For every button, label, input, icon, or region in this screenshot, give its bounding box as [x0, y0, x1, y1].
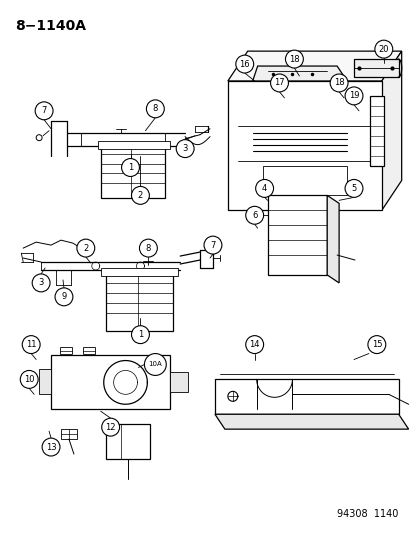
Text: 6: 6 — [252, 211, 257, 220]
Text: 5: 5 — [351, 184, 356, 193]
Bar — [245, 211, 253, 219]
Text: 18: 18 — [288, 54, 299, 63]
Circle shape — [55, 288, 73, 306]
Bar — [353, 59, 398, 77]
Text: 19: 19 — [348, 91, 358, 100]
Text: 13: 13 — [45, 442, 56, 451]
Text: 1: 1 — [128, 163, 133, 172]
Circle shape — [146, 100, 164, 118]
Circle shape — [245, 206, 263, 224]
Circle shape — [35, 102, 53, 120]
Circle shape — [270, 74, 288, 92]
Circle shape — [22, 336, 40, 353]
Bar — [369, 96, 383, 166]
Polygon shape — [267, 196, 326, 275]
Text: 8−1140A: 8−1140A — [15, 19, 86, 33]
Text: 8: 8 — [145, 244, 151, 253]
Circle shape — [176, 140, 194, 158]
Polygon shape — [227, 51, 401, 81]
Circle shape — [344, 87, 362, 105]
Polygon shape — [381, 51, 401, 211]
Text: 10: 10 — [24, 375, 34, 384]
Text: 14: 14 — [249, 340, 259, 349]
Circle shape — [121, 158, 139, 176]
Polygon shape — [227, 81, 381, 211]
Polygon shape — [214, 379, 398, 414]
Text: 94308  1140: 94308 1140 — [337, 508, 398, 519]
Circle shape — [32, 274, 50, 292]
Polygon shape — [326, 196, 338, 283]
Text: 2: 2 — [83, 244, 88, 253]
Circle shape — [139, 239, 157, 257]
Text: 12: 12 — [105, 423, 116, 432]
Circle shape — [204, 236, 221, 254]
Circle shape — [330, 74, 347, 92]
Text: 7: 7 — [210, 240, 215, 249]
Text: 4: 4 — [261, 184, 266, 193]
Circle shape — [77, 239, 95, 257]
Bar — [83, 346, 95, 353]
Bar — [100, 144, 165, 198]
Circle shape — [131, 326, 149, 344]
Circle shape — [131, 187, 149, 204]
Polygon shape — [51, 354, 170, 409]
Polygon shape — [97, 141, 170, 149]
Text: 7: 7 — [41, 106, 47, 115]
Text: 16: 16 — [239, 60, 249, 69]
Circle shape — [20, 370, 38, 389]
Circle shape — [42, 438, 60, 456]
Text: 3: 3 — [38, 278, 44, 287]
Text: 17: 17 — [273, 78, 284, 87]
Text: 8: 8 — [152, 104, 158, 114]
Text: 15: 15 — [371, 340, 381, 349]
Circle shape — [285, 50, 303, 68]
Text: 20: 20 — [377, 45, 388, 54]
Text: 3: 3 — [182, 144, 188, 153]
Bar — [61, 429, 77, 439]
Polygon shape — [170, 373, 188, 392]
Circle shape — [102, 418, 119, 436]
Circle shape — [374, 40, 392, 58]
Text: 2: 2 — [138, 191, 143, 200]
Bar — [262, 166, 346, 196]
Circle shape — [344, 180, 362, 197]
Circle shape — [36, 135, 42, 141]
Circle shape — [245, 336, 263, 353]
Text: 18: 18 — [333, 78, 344, 87]
Circle shape — [144, 353, 166, 375]
Circle shape — [255, 180, 273, 197]
Circle shape — [367, 336, 385, 353]
Text: 10A: 10A — [148, 361, 162, 367]
Polygon shape — [252, 66, 346, 81]
Polygon shape — [105, 424, 150, 459]
Bar — [60, 346, 72, 353]
Polygon shape — [100, 268, 178, 276]
Text: 11: 11 — [26, 340, 36, 349]
Circle shape — [235, 55, 253, 73]
Polygon shape — [214, 414, 408, 429]
Bar — [105, 273, 173, 330]
Polygon shape — [39, 369, 51, 394]
Text: 1: 1 — [138, 330, 143, 339]
Text: 9: 9 — [61, 292, 66, 301]
